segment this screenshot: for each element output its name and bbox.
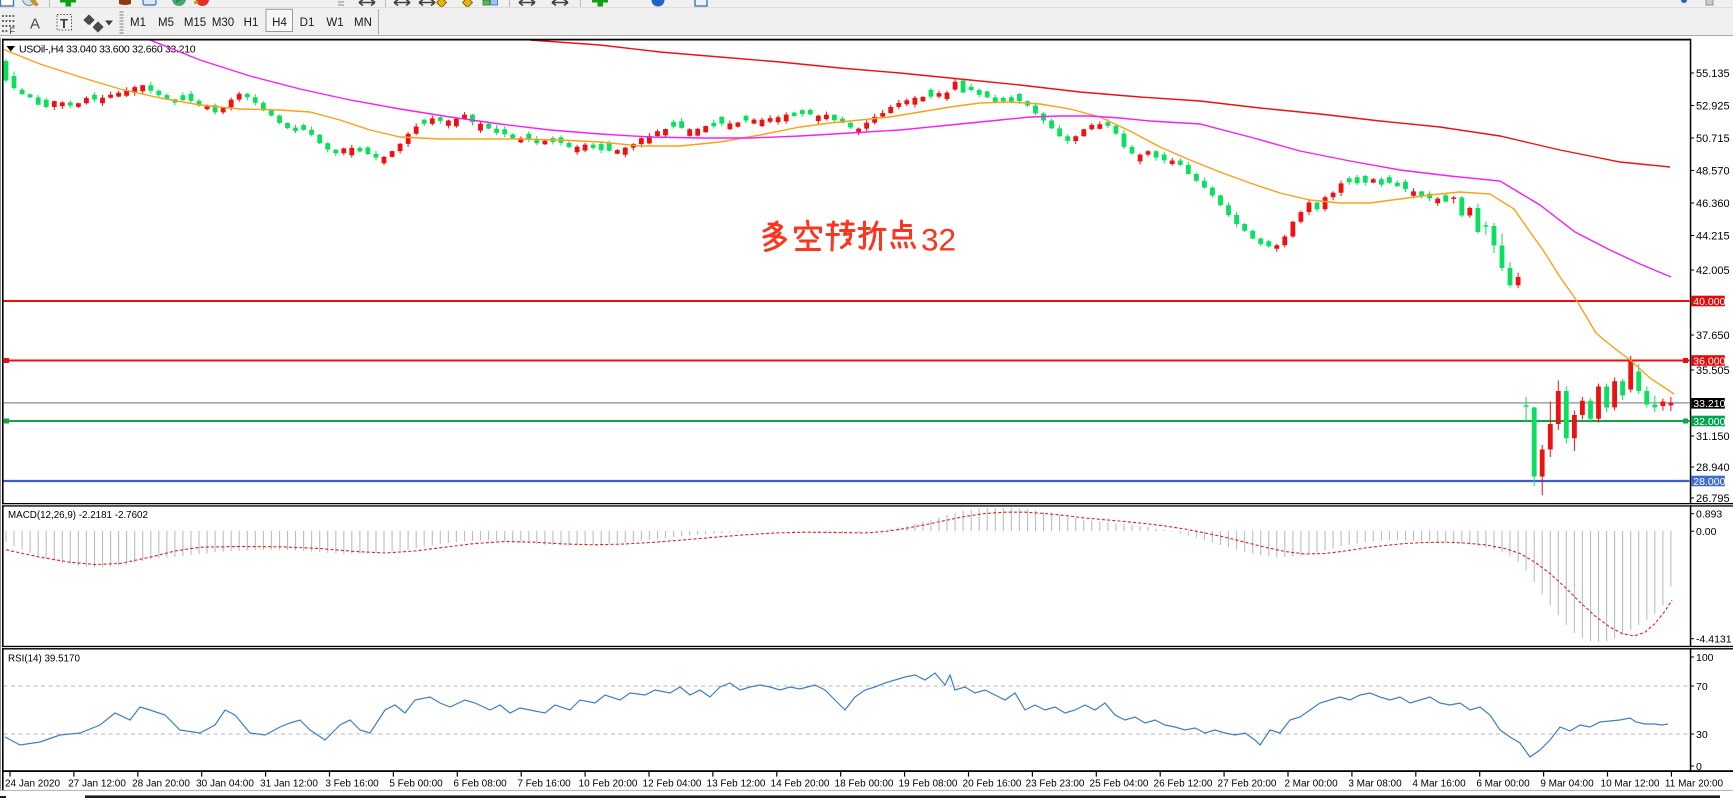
svg-text:24 Jan 2020: 24 Jan 2020 <box>5 779 60 790</box>
svg-text:2 Mar 00:00: 2 Mar 00:00 <box>1284 779 1338 790</box>
svg-text:M30: M30 <box>212 17 234 29</box>
svg-text:A: A <box>30 16 40 33</box>
svg-text:13 Feb 12:00: 13 Feb 12:00 <box>707 779 766 790</box>
svg-text:55.135: 55.135 <box>1696 68 1730 80</box>
svg-text:10 Feb 20:00: 10 Feb 20:00 <box>579 779 638 790</box>
svg-text:M15: M15 <box>184 17 206 29</box>
svg-text:26 Feb 12:00: 26 Feb 12:00 <box>1154 779 1213 790</box>
svg-text:USOil-,H4 33.040 33.600 32.66: USOil-,H4 33.040 33.600 32.660 33.210 <box>19 44 196 56</box>
svg-text:70: 70 <box>1696 681 1708 693</box>
svg-text:6 Feb 08:00: 6 Feb 08:00 <box>453 779 507 790</box>
svg-text:F: F <box>10 26 16 36</box>
svg-text:46.360: 46.360 <box>1696 198 1730 210</box>
svg-text:RSI(14) 39.5170: RSI(14) 39.5170 <box>8 654 80 665</box>
svg-text:30: 30 <box>1696 729 1708 741</box>
svg-text:28.940: 28.940 <box>1696 462 1730 474</box>
svg-text:27 Feb 20:00: 27 Feb 20:00 <box>1218 779 1277 790</box>
svg-text:9 Mar 04:00: 9 Mar 04:00 <box>1540 779 1594 790</box>
svg-text:100: 100 <box>1696 652 1714 664</box>
svg-text:5 Feb 00:00: 5 Feb 00:00 <box>389 779 443 790</box>
svg-text:44.215: 44.215 <box>1696 231 1730 243</box>
svg-text:25 Feb 04:00: 25 Feb 04:00 <box>1090 779 1149 790</box>
svg-text:32: 32 <box>921 222 956 258</box>
svg-text:14 Feb 20:00: 14 Feb 20:00 <box>771 779 830 790</box>
svg-text:MACD(12,26,9) -2.2181 -2.7602: MACD(12,26,9) -2.2181 -2.7602 <box>8 510 148 521</box>
svg-text:4 Mar 16:00: 4 Mar 16:00 <box>1412 779 1466 790</box>
svg-text:52.925: 52.925 <box>1696 101 1730 113</box>
svg-text:D1: D1 <box>300 17 315 29</box>
svg-text:M5: M5 <box>158 17 174 29</box>
svg-text:M1: M1 <box>130 17 146 29</box>
svg-text:26.795: 26.795 <box>1696 493 1730 505</box>
svg-text:MN: MN <box>354 17 372 29</box>
svg-text:27 Jan 12:00: 27 Jan 12:00 <box>68 779 126 790</box>
svg-text:30 Jan 04:00: 30 Jan 04:00 <box>196 779 254 790</box>
svg-text:18 Feb 00:00: 18 Feb 00:00 <box>835 779 894 790</box>
svg-text:37.650: 37.650 <box>1696 330 1730 342</box>
svg-text:20 Feb 16:00: 20 Feb 16:00 <box>963 779 1022 790</box>
svg-text:11 Mar 20:00: 11 Mar 20:00 <box>1665 779 1724 790</box>
svg-text:28.000: 28.000 <box>1693 476 1725 488</box>
svg-text:31.150: 31.150 <box>1696 431 1730 443</box>
svg-text:28 Jan 20:00: 28 Jan 20:00 <box>132 779 190 790</box>
svg-text:6 Mar 00:00: 6 Mar 00:00 <box>1476 779 1530 790</box>
svg-text:-4.4131: -4.4131 <box>1696 634 1732 646</box>
svg-text:19 Feb 08:00: 19 Feb 08:00 <box>899 779 958 790</box>
svg-text:H1: H1 <box>244 17 259 29</box>
svg-text:36.000: 36.000 <box>1693 355 1725 367</box>
svg-text:T: T <box>60 16 68 31</box>
svg-text:42.005: 42.005 <box>1696 265 1730 277</box>
svg-text:0.893: 0.893 <box>1696 509 1722 521</box>
svg-text:32.000: 32.000 <box>1693 416 1725 428</box>
svg-text:31 Jan 12:00: 31 Jan 12:00 <box>260 779 318 790</box>
svg-text:48.570: 48.570 <box>1696 166 1730 178</box>
svg-text:23 Feb 23:00: 23 Feb 23:00 <box>1026 779 1085 790</box>
svg-text:40.000: 40.000 <box>1693 296 1725 308</box>
svg-text:50.715: 50.715 <box>1696 133 1730 145</box>
svg-text:3 Mar 08:00: 3 Mar 08:00 <box>1348 779 1402 790</box>
svg-text:W1: W1 <box>326 17 343 29</box>
svg-text:3 Feb 16:00: 3 Feb 16:00 <box>325 779 379 790</box>
svg-text:H4: H4 <box>272 17 287 29</box>
svg-text:10 Mar 12:00: 10 Mar 12:00 <box>1601 779 1660 790</box>
svg-text:7 Feb 16:00: 7 Feb 16:00 <box>517 779 571 790</box>
svg-text:35.505: 35.505 <box>1696 365 1730 377</box>
svg-text:12 Feb 04:00: 12 Feb 04:00 <box>643 779 702 790</box>
svg-text:33.210: 33.210 <box>1693 398 1725 410</box>
svg-text:0: 0 <box>1696 761 1702 773</box>
svg-text:0.00: 0.00 <box>1696 526 1717 538</box>
